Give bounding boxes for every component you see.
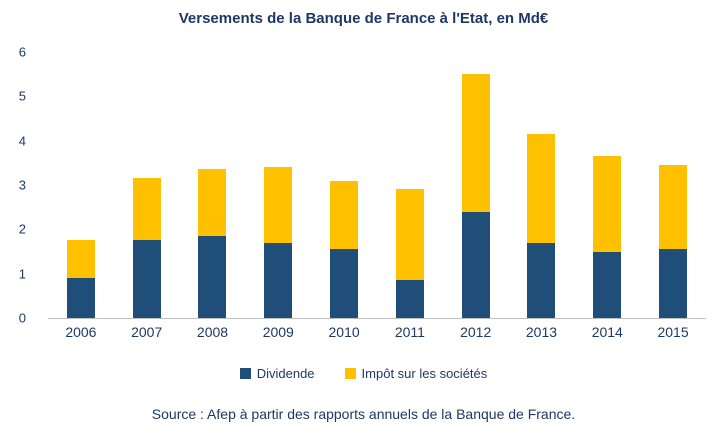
- bar-segment-2010-series-0: [330, 249, 359, 318]
- bar-segment-2014-series-0: [593, 251, 622, 318]
- legend-label: Dividende: [256, 366, 315, 381]
- bar-segment-2014-series-1: [593, 156, 622, 252]
- y-tick-label: 6: [18, 44, 26, 60]
- legend-item-1: Impôt sur les sociétés: [344, 366, 488, 381]
- bar-segment-2008-series-1: [198, 169, 227, 236]
- bar-segment-2012-series-1: [461, 74, 490, 212]
- y-tick-label: 4: [18, 133, 26, 149]
- bar-2015: [659, 52, 688, 318]
- y-tick-label: 5: [18, 88, 26, 104]
- bar-2011: [395, 52, 424, 318]
- x-tick-label-2009: 2009: [262, 324, 294, 340]
- legend-swatch-icon: [344, 368, 356, 379]
- bar-2009: [264, 52, 293, 318]
- bar-segment-2006-series-1: [66, 240, 95, 279]
- x-tick-label-2011: 2011: [394, 324, 425, 340]
- x-tick-label-2013: 2013: [525, 324, 558, 340]
- bar-segment-2015-series-0: [659, 249, 688, 318]
- bar-2013: [527, 52, 556, 318]
- bar-2012: [461, 52, 490, 318]
- y-tick-label: 0: [18, 310, 26, 326]
- bar-segment-2007-series-0: [132, 240, 161, 318]
- bar-segment-2007-series-1: [132, 178, 161, 241]
- x-tick-label-2015: 2015: [657, 324, 689, 340]
- bar-2014: [593, 52, 622, 318]
- bar-2006: [66, 52, 95, 318]
- bar-segment-2011-series-0: [395, 280, 424, 318]
- bar-2008: [198, 52, 227, 318]
- x-axis-tick-labels: 2006 2007 2008 2009 2010 2011 2012 2013 2014 2015: [48, 324, 706, 340]
- bar-segment-2008-series-0: [198, 235, 227, 318]
- bar-segment-2011-series-1: [395, 189, 424, 281]
- legend-item-0: Dividende: [239, 366, 315, 381]
- source-caption: Source : Afep à partir des rapports annu…: [151, 406, 576, 422]
- y-axis-tick-labels: 0 1 2 3 4 5 6: [0, 45, 40, 326]
- x-tick-label-2014: 2014: [591, 324, 623, 340]
- y-tick-label: 1: [18, 266, 26, 282]
- bar-segment-2012-series-0: [461, 211, 490, 318]
- y-tick-label: 2: [18, 221, 26, 237]
- plot-area: [48, 52, 706, 319]
- x-tick-label-2008: 2008: [196, 324, 229, 340]
- x-tick-label-2010: 2010: [328, 324, 360, 340]
- x-tick-label-2012: 2012: [460, 324, 492, 340]
- x-axis-baseline: [48, 52, 706, 319]
- chart-title: Versements de la Banque de France à l'Et…: [178, 10, 549, 27]
- bar-2010: [330, 52, 359, 318]
- legend-swatch-icon: [239, 368, 251, 379]
- bar-segment-2009-series-0: [264, 242, 293, 318]
- bar-segment-2009-series-1: [264, 167, 293, 243]
- bar-segment-2013-series-0: [527, 242, 556, 318]
- x-tick-label-2007: 2007: [131, 324, 163, 340]
- legend-label: Impôt sur les sociétés: [361, 366, 488, 381]
- bar-segment-2010-series-1: [330, 180, 359, 250]
- bar-segment-2006-series-0: [66, 278, 95, 318]
- x-tick-label-2006: 2006: [65, 324, 97, 340]
- bars-container: [48, 52, 706, 318]
- y-tick-label: 3: [18, 177, 26, 193]
- bar-2007: [132, 52, 161, 318]
- bar-segment-2013-series-1: [527, 134, 556, 243]
- chart-legend: Dividende Impôt sur les sociétés: [0, 366, 727, 381]
- bar-segment-2015-series-1: [659, 165, 688, 250]
